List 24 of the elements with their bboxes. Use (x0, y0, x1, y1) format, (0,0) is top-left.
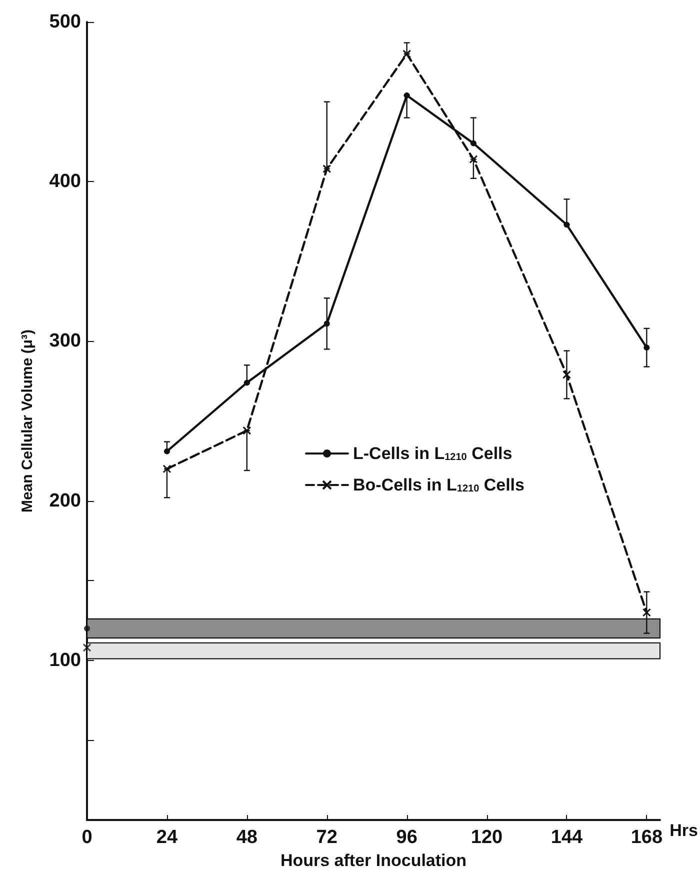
point (324, 320, 330, 327)
point (562, 370, 571, 379)
y-tick-label: 500 (49, 12, 81, 32)
x-tick-label: 144 (550, 827, 584, 848)
x-tick-label: 0 (82, 827, 92, 848)
x-tick-label: 48 (236, 827, 258, 848)
y-axis-title: Mean Cellular Volume (μ³) (19, 329, 36, 513)
y-tick-label: 300 (49, 330, 81, 352)
legend-label: L-Cells in L1210 Cells (353, 444, 512, 463)
x-tick-label: 24 (156, 827, 178, 848)
y-tick-label: 100 (49, 650, 81, 671)
x-tick-label: 72 (316, 827, 338, 848)
x-tick-label: 120 (470, 827, 503, 848)
y-tick-label: 200 (49, 490, 81, 512)
text: Hrs (670, 821, 698, 840)
x-tick-label: 96 (396, 827, 418, 848)
legend-label: Bo-Cells in L1210 Cells (353, 476, 524, 494)
point (84, 625, 90, 632)
point (644, 344, 650, 351)
x-tick-label: 168 (630, 827, 663, 848)
point (82, 643, 92, 652)
y-tick-label: 400 (49, 171, 81, 192)
point (642, 608, 651, 617)
x-axis-title: Hours after Inoculation (280, 850, 467, 870)
